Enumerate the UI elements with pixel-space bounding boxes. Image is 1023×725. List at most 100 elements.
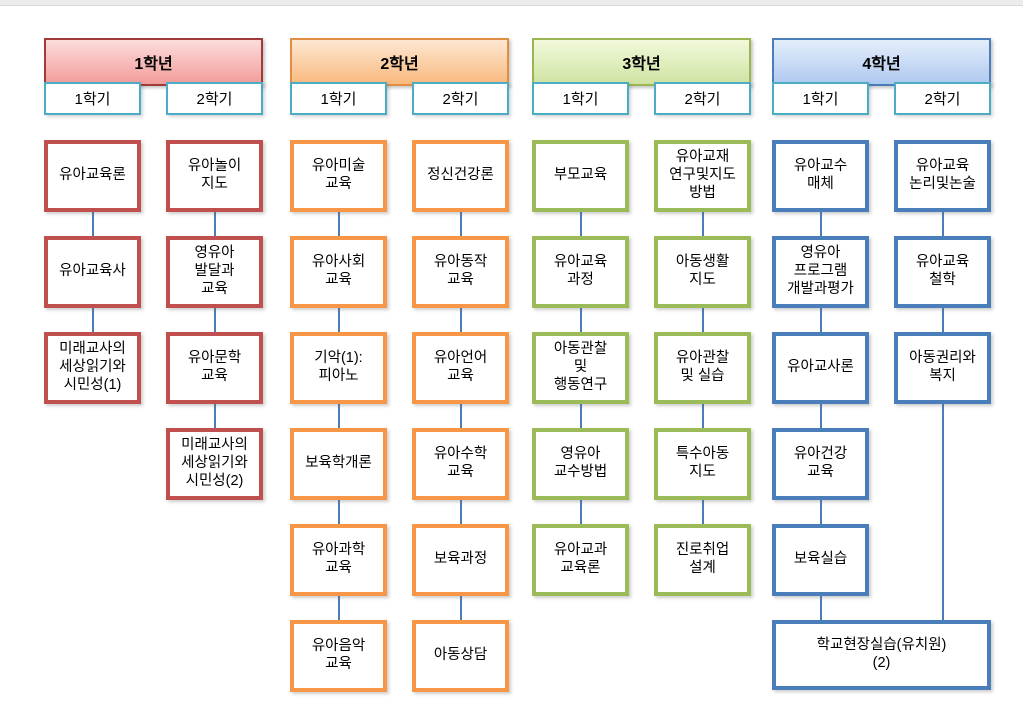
course-label: 정신건강론	[427, 167, 494, 184]
semester-label: 1학기	[320, 91, 357, 108]
course-y2-s2-4: 유아수학 교육	[412, 428, 509, 500]
connector-line	[459, 500, 462, 524]
connector-line	[459, 308, 462, 332]
connector-line	[213, 308, 216, 332]
course-label: 유아수학 교육	[433, 446, 488, 480]
course-label: 유아문학 교육	[187, 350, 242, 384]
course-label: 유아건강 교육	[793, 446, 848, 480]
course-y4-s2-1: 유아교육 논리및논술	[894, 140, 991, 212]
connector-line	[819, 404, 822, 428]
connector-line	[579, 404, 582, 428]
connector-line	[337, 308, 340, 332]
connector-line	[579, 212, 582, 236]
semester-label: 1학기	[562, 91, 599, 108]
course-label: 유아언어 교육	[433, 350, 488, 384]
connector-line	[701, 500, 704, 524]
course-y3-s1-3: 아동관찰 및 행동연구	[532, 332, 629, 404]
year-header-2: 2학년	[290, 38, 509, 86]
semester-label: 1학기	[802, 91, 839, 108]
course-y2-s2-1: 정신건강론	[412, 140, 509, 212]
course-y1-s1-3: 미래교사의 세상읽기와 시민성(1)	[44, 332, 141, 404]
course-label: 유아교육 논리및논술	[909, 158, 976, 192]
course-y2-s1-2: 유아사회 교육	[290, 236, 387, 308]
course-y2-s1-6: 유아음악 교육	[290, 620, 387, 692]
course-y1-s2-1: 유아놀이 지도	[166, 140, 263, 212]
course-label: 보육실습	[793, 551, 848, 568]
course-y4-s1-3: 유아교사론	[772, 332, 869, 404]
tab-year2-sem1: 1학기	[290, 82, 387, 115]
course-y4-s1-1: 유아교수 매체	[772, 140, 869, 212]
course-y4-s1-5: 보육실습	[772, 524, 869, 596]
course-y3-s1-1: 부모교육	[532, 140, 629, 212]
year-header-1: 1학년	[44, 38, 263, 86]
course-y3-s2-3: 유아관찰 및 실습	[654, 332, 751, 404]
connector-line	[91, 212, 94, 236]
course-y1-s2-3: 유아문학 교육	[166, 332, 263, 404]
course-y2-s2-5: 보육과정	[412, 524, 509, 596]
course-label: 학교현장실습(유치원) (2)	[816, 637, 947, 671]
tab-year2-sem2: 2학기	[412, 82, 509, 115]
semester-label: 1학기	[74, 91, 111, 108]
connector-line	[701, 308, 704, 332]
course-label: 유아음악 교육	[311, 638, 366, 672]
connector-line	[701, 212, 704, 236]
course-label: 유아교육 과정	[553, 254, 608, 288]
course-y3-s1-2: 유아교육 과정	[532, 236, 629, 308]
connector-line	[337, 596, 340, 620]
semester-label: 2학기	[684, 91, 721, 108]
course-y4-s2-3: 아동권리와 복지	[894, 332, 991, 404]
connector-line	[941, 404, 944, 620]
course-y2-s2-3: 유아언어 교육	[412, 332, 509, 404]
course-label: 아동권리와 복지	[909, 350, 976, 384]
course-label: 보육과정	[433, 551, 488, 568]
year-header-3: 3학년	[532, 38, 751, 86]
course-y4-s2-2: 유아교육 철학	[894, 236, 991, 308]
year-label: 4학년	[862, 56, 901, 73]
course-y4-s1-2: 영유아 프로그램 개발과평가	[772, 236, 869, 308]
year-label: 1학년	[134, 56, 173, 73]
connector-line	[337, 500, 340, 524]
course-label: 유아과학 교육	[311, 542, 366, 576]
connector-line	[337, 404, 340, 428]
course-label: 유아교과 교육론	[553, 542, 608, 576]
course-y1-s2-4: 미래교사의 세상읽기와 시민성(2)	[166, 428, 263, 500]
course-label: 영유아 프로그램 개발과평가	[787, 245, 854, 297]
course-label: 유아교수 매체	[793, 158, 848, 192]
connector-line	[819, 308, 822, 332]
connector-line	[579, 500, 582, 524]
course-y2-s1-4: 보육학개론	[290, 428, 387, 500]
course-label: 유아교육사	[59, 263, 126, 280]
course-label: 영유아 발달과 교육	[194, 245, 235, 297]
tab-year3-sem1: 1학기	[532, 82, 629, 115]
connector-line	[91, 308, 94, 332]
course-label: 미래교사의 세상읽기와 시민성(1)	[59, 341, 126, 393]
semester-label: 2학기	[924, 91, 961, 108]
course-y1-s1-2: 유아교육사	[44, 236, 141, 308]
connector-line	[213, 212, 216, 236]
top-border-strip	[0, 0, 1023, 6]
course-label: 아동상담	[433, 647, 488, 664]
course-y3-s2-5: 진로취업 설계	[654, 524, 751, 596]
year-label: 3학년	[622, 56, 661, 73]
connector-line	[459, 596, 462, 620]
course-label: 유아교재 연구및지도 방법	[669, 149, 736, 201]
course-label: 유아사회 교육	[311, 254, 366, 288]
course-y2-s2-2: 유아동작 교육	[412, 236, 509, 308]
semester-label: 2학기	[442, 91, 479, 108]
course-y3-s2-2: 아동생활 지도	[654, 236, 751, 308]
course-label: 진로취업 설계	[675, 542, 730, 576]
connector-line	[819, 212, 822, 236]
course-label: 유아교육 철학	[915, 254, 970, 288]
tab-year1-sem1: 1학기	[44, 82, 141, 115]
connector-line	[459, 212, 462, 236]
course-y3-s2-4: 특수아동 지도	[654, 428, 751, 500]
course-label: 영유아 교수방법	[553, 446, 608, 480]
course-label: 특수아동 지도	[675, 446, 730, 480]
course-label: 부모교육	[553, 167, 608, 184]
connector-line	[337, 212, 340, 236]
year-label: 2학년	[380, 56, 419, 73]
course-label: 아동생활 지도	[675, 254, 730, 288]
course-y3-s1-5: 유아교과 교육론	[532, 524, 629, 596]
connector-line	[579, 308, 582, 332]
connector-line	[819, 596, 822, 620]
